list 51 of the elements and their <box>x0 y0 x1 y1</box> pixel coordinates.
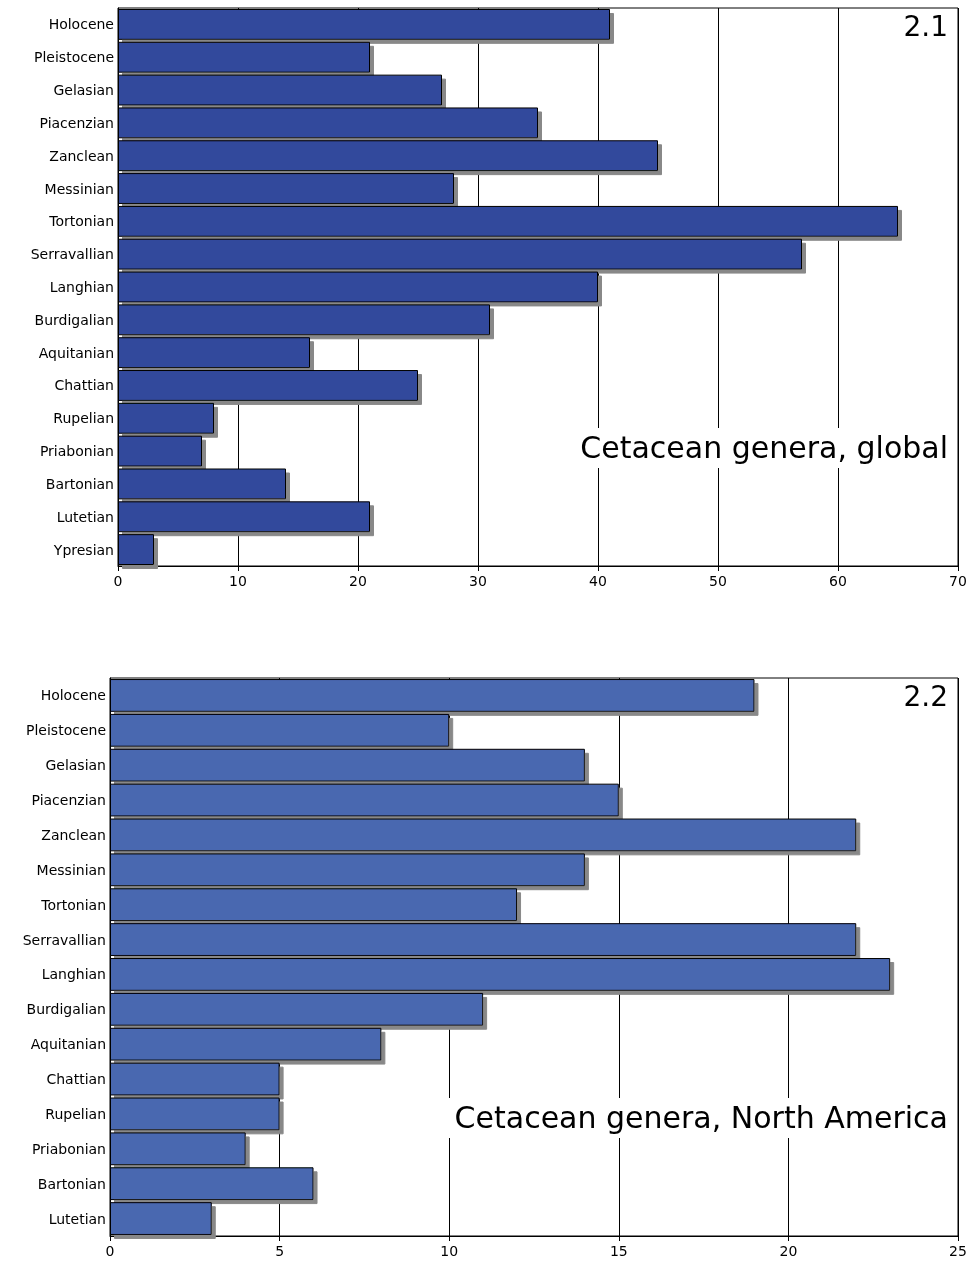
x-tick-label: 10 <box>440 1243 459 1259</box>
y-tick-label: Serravallian <box>22 931 106 948</box>
y-tick-label: Langhian <box>49 279 114 295</box>
y-tick-label: Serravallian <box>30 246 114 263</box>
y-tick-label: Bartonian <box>45 475 114 492</box>
y-tick-label: Messinian <box>36 861 106 878</box>
y-tick-label: Lutetian <box>48 1210 106 1227</box>
x-tick-label: 40 <box>589 573 607 589</box>
y-tick-label: Gelasian <box>53 82 114 99</box>
y-tick-label: Burdigalian <box>26 1001 106 1018</box>
x-tick-label: 5 <box>275 1243 285 1259</box>
y-tick-label: Rupelian <box>45 1105 106 1122</box>
y-tick-label: Piacenzian <box>31 792 106 809</box>
y-tick-label: Piacenzian <box>39 114 114 131</box>
y-tick-label: Priabonian <box>31 1140 106 1157</box>
y-tick-label: Zanclean <box>41 826 106 843</box>
x-tick-label: 60 <box>829 573 847 589</box>
x-tick-label: 25 <box>949 1243 967 1259</box>
y-tick-label: Aquitanian <box>38 344 114 361</box>
y-tick-label: Holocene <box>40 687 106 704</box>
y-tick-label: Pleistocene <box>34 49 114 66</box>
y-tick-label: Bartonian <box>37 1175 106 1192</box>
y-tick-label: Chattian <box>46 1071 106 1088</box>
annotation: Cetacean genera, global <box>580 429 949 465</box>
x-tick-label: 20 <box>349 573 367 589</box>
x-tick-label: 30 <box>469 573 487 589</box>
y-tick-label: Messinian <box>44 180 114 197</box>
x-tick-label: 70 <box>949 573 967 589</box>
y-tick-label: Aquitanian <box>30 1036 106 1053</box>
annotation: Cetacean genera, North America <box>454 1099 948 1135</box>
y-tick-label: Ypresian <box>52 541 114 558</box>
y-tick-label: Tortonian <box>40 896 106 913</box>
x-tick-label: 10 <box>229 573 247 589</box>
x-tick-label: 0 <box>105 1243 115 1259</box>
x-tick-label: 20 <box>779 1243 798 1259</box>
annotation: 2.1 <box>903 9 948 43</box>
y-tick-label: Rupelian <box>53 410 114 427</box>
y-tick-label: Zanclean <box>49 147 114 164</box>
x-tick-label: 15 <box>609 1243 628 1259</box>
y-tick-label: Holocene <box>48 16 114 33</box>
y-tick-label: Lutetian <box>56 508 114 525</box>
x-tick-label: 0 <box>113 573 123 589</box>
y-tick-label: Langhian <box>41 966 106 983</box>
y-tick-label: Tortonian <box>48 213 114 230</box>
y-tick-label: Chattian <box>54 377 114 394</box>
y-tick-label: Pleistocene <box>26 722 106 739</box>
annotation: 2.2 <box>903 679 948 713</box>
y-tick-label: Burdigalian <box>34 311 114 328</box>
y-tick-label: Gelasian <box>45 757 106 774</box>
x-tick-label: 50 <box>709 573 727 589</box>
y-tick-label: Priabonian <box>39 443 114 460</box>
